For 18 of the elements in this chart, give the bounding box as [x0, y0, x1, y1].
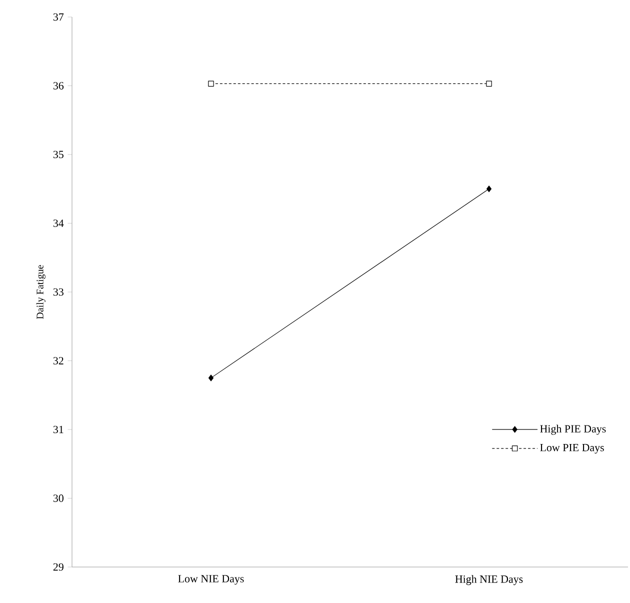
y-axis-title: Daily Fatigue — [36, 265, 46, 319]
point — [208, 374, 214, 382]
y-tick-label: 33 — [53, 288, 64, 296]
point — [486, 80, 492, 87]
legend-label: Low PIE Days — [540, 444, 604, 454]
x-tick-label: Low NIE Days — [178, 575, 244, 585]
y-tick-label: 30 — [53, 494, 64, 502]
y-tick-label: 32 — [53, 357, 64, 364]
y-tick-label: 34 — [53, 220, 64, 227]
y-tick-label: 35 — [53, 150, 64, 158]
y-tick-label: 31 — [53, 426, 64, 434]
point — [208, 80, 214, 87]
legend-label: High PIE Days — [540, 424, 606, 435]
point — [486, 186, 492, 192]
x-tick-label: High NIE Days — [455, 575, 523, 586]
y-tick-label: 29 — [53, 563, 64, 571]
y-tick-label: 36 — [53, 82, 64, 90]
y-tick-label: 37 — [53, 13, 64, 21]
